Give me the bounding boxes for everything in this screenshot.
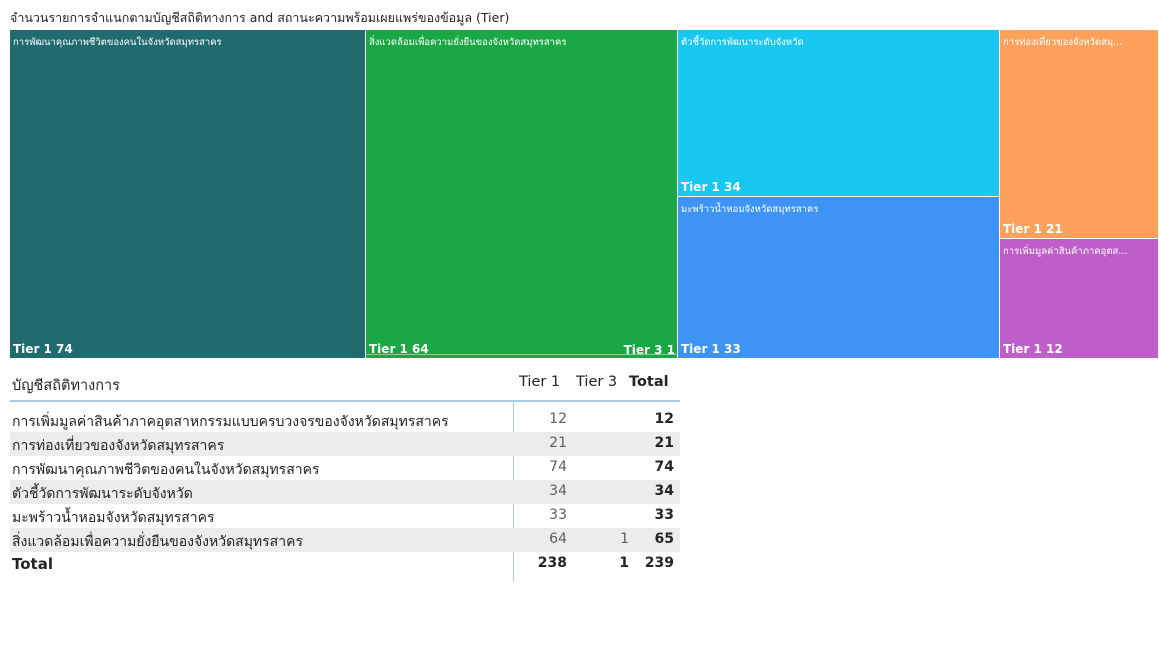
- treemap-subtile-value: Tier 3 1: [623, 343, 675, 357]
- treemap-tile-value: Tier 1 74: [13, 342, 73, 356]
- row-total: 21: [654, 435, 674, 451]
- row-name: การท่องเที่ยวของจังหวัดสมุทรสาคร: [12, 438, 225, 454]
- treemap-tile-value: Tier 1 34: [681, 180, 741, 194]
- treemap-tile-value: Tier 1 21: [1003, 222, 1063, 236]
- treemap-tile-value: Tier 1 64: [369, 342, 429, 356]
- row-name: Total: [12, 555, 53, 573]
- column-header-tier3[interactable]: Tier 3: [576, 374, 618, 390]
- row-tier1: 21: [549, 435, 567, 451]
- treemap-tile-category: การท่องเที่ยวของจังหวัดสมุ...: [1003, 37, 1123, 48]
- row-total: 239: [644, 555, 674, 571]
- treemap-tile[interactable]: การพัฒนาคุณภาพชีวิตของคนในจังหวัดสมุทรสา…: [10, 30, 365, 358]
- treemap-tile[interactable]: การท่องเที่ยวของจังหวัดสมุ... Tier 1 21: [1000, 30, 1158, 238]
- table-row[interactable]: สิ่งแวดล้อมเพื่อความยั่งยืนของจังหวัดสมุ…: [10, 528, 680, 552]
- table-row[interactable]: มะพร้าวน้ำหอมจังหวัดสมุทรสาคร 33 33: [10, 504, 680, 528]
- table-total-row[interactable]: Total 238 1 239: [10, 552, 680, 578]
- treemap-tile[interactable]: สิ่งแวดล้อมเพื่อความยั่งยืนของจังหวัดสมุ…: [366, 30, 677, 358]
- treemap-subtile-divider: [366, 354, 677, 355]
- column-header-total[interactable]: Total: [629, 374, 669, 390]
- row-tier1: 64: [549, 531, 567, 547]
- row-total: 12: [654, 411, 674, 427]
- matrix-body: การเพิ่มมูลค่าสินค้าภาคอุตสาหกรรมแบบครบว…: [10, 402, 680, 578]
- table-row[interactable]: การท่องเที่ยวของจังหวัดสมุทรสาคร 21 21: [10, 432, 680, 456]
- row-name: การเพิ่มมูลค่าสินค้าภาคอุตสาหกรรมแบบครบว…: [12, 414, 449, 430]
- treemap-tile-value: Tier 1 33: [681, 342, 741, 356]
- table-row[interactable]: ตัวชี้วัดการพัฒนาระดับจังหวัด 34 34: [10, 480, 680, 504]
- row-total: 65: [654, 531, 674, 547]
- row-tier1: 238: [537, 555, 567, 571]
- treemap-tile-category: มะพร้าวน้ำหอมจังหวัดสมุทรสาคร: [681, 204, 819, 215]
- row-tier1: 34: [549, 483, 567, 499]
- matrix-table: บัญชีสถิติทางการ Tier 1 Tier 3 Total การ…: [10, 368, 680, 582]
- row-name: การพัฒนาคุณภาพชีวิตของคนในจังหวัดสมุทรสา…: [12, 462, 320, 478]
- row-tier3: 1: [620, 531, 629, 547]
- treemap-tile-category: การพัฒนาคุณภาพชีวิตของคนในจังหวัดสมุทรสา…: [13, 37, 222, 48]
- treemap-tile-category: สิ่งแวดล้อมเพื่อความยั่งยืนของจังหวัดสมุ…: [369, 37, 567, 48]
- treemap-tile-category: การเพิ่มมูลค่าสินค้าภาคอุตส...: [1003, 246, 1128, 257]
- matrix-header: บัญชีสถิติทางการ Tier 1 Tier 3 Total: [10, 368, 680, 402]
- treemap: การพัฒนาคุณภาพชีวิตของคนในจังหวัดสมุทรสา…: [10, 30, 1159, 359]
- treemap-tile[interactable]: มะพร้าวน้ำหอมจังหวัดสมุทรสาคร Tier 1 33: [678, 197, 999, 358]
- row-tier1: 12: [549, 411, 567, 427]
- row-total: 33: [654, 507, 674, 523]
- row-tier1: 33: [549, 507, 567, 523]
- treemap-tile[interactable]: การเพิ่มมูลค่าสินค้าภาคอุตส... Tier 1 12: [1000, 239, 1158, 358]
- column-header-tier1[interactable]: Tier 1: [519, 374, 561, 390]
- row-total: 34: [654, 483, 674, 499]
- table-row[interactable]: การเพิ่มมูลค่าสินค้าภาคอุตสาหกรรมแบบครบว…: [10, 408, 680, 432]
- row-tier3: 1: [619, 555, 629, 571]
- column-header-account[interactable]: บัญชีสถิติทางการ: [12, 378, 120, 394]
- table-row[interactable]: การพัฒนาคุณภาพชีวิตของคนในจังหวัดสมุทรสา…: [10, 456, 680, 480]
- treemap-tile-value: Tier 1 12: [1003, 342, 1063, 356]
- chart-title: จำนวนรายการจำแนกตามบัญชีสถิติทางการ and …: [10, 10, 510, 25]
- row-name: สิ่งแวดล้อมเพื่อความยั่งยืนของจังหวัดสมุ…: [12, 534, 303, 550]
- row-total: 74: [654, 459, 674, 475]
- row-name: มะพร้าวน้ำหอมจังหวัดสมุทรสาคร: [12, 510, 215, 526]
- row-tier1: 74: [549, 459, 567, 475]
- row-name: ตัวชี้วัดการพัฒนาระดับจังหวัด: [12, 486, 193, 502]
- treemap-tile[interactable]: ตัวชี้วัดการพัฒนาระดับจังหวัด Tier 1 34: [678, 30, 999, 196]
- treemap-tile-category: ตัวชี้วัดการพัฒนาระดับจังหวัด: [681, 37, 804, 48]
